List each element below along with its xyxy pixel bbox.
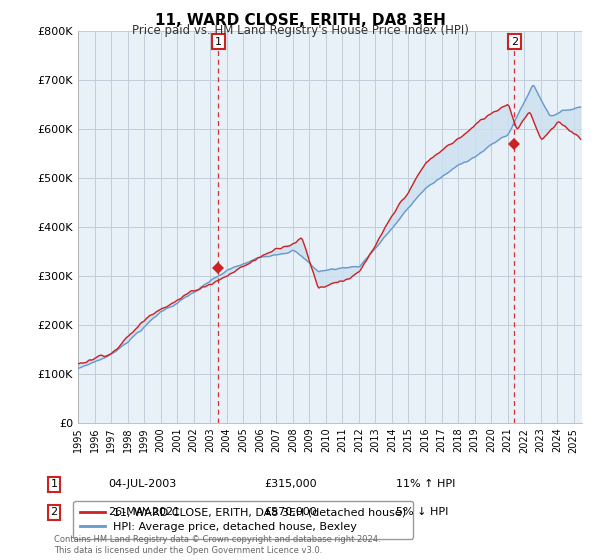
Text: 26-MAY-2021: 26-MAY-2021 [108,507,180,517]
Text: 04-JUL-2003: 04-JUL-2003 [108,479,176,489]
Text: 2: 2 [50,507,58,517]
Text: 5% ↓ HPI: 5% ↓ HPI [396,507,448,517]
Text: Price paid vs. HM Land Registry's House Price Index (HPI): Price paid vs. HM Land Registry's House … [131,24,469,37]
Text: 11% ↑ HPI: 11% ↑ HPI [396,479,455,489]
Text: 11, WARD CLOSE, ERITH, DA8 3EH: 11, WARD CLOSE, ERITH, DA8 3EH [155,13,445,28]
Text: £315,000: £315,000 [264,479,317,489]
Text: Contains HM Land Registry data © Crown copyright and database right 2024.
This d: Contains HM Land Registry data © Crown c… [54,535,380,554]
Text: 2: 2 [511,37,518,46]
Text: 1: 1 [215,37,222,46]
Text: 1: 1 [50,479,58,489]
Text: £570,000: £570,000 [264,507,317,517]
Legend: 11, WARD CLOSE, ERITH, DA8 3EH (detached house), HPI: Average price, detached ho: 11, WARD CLOSE, ERITH, DA8 3EH (detached… [73,501,413,539]
